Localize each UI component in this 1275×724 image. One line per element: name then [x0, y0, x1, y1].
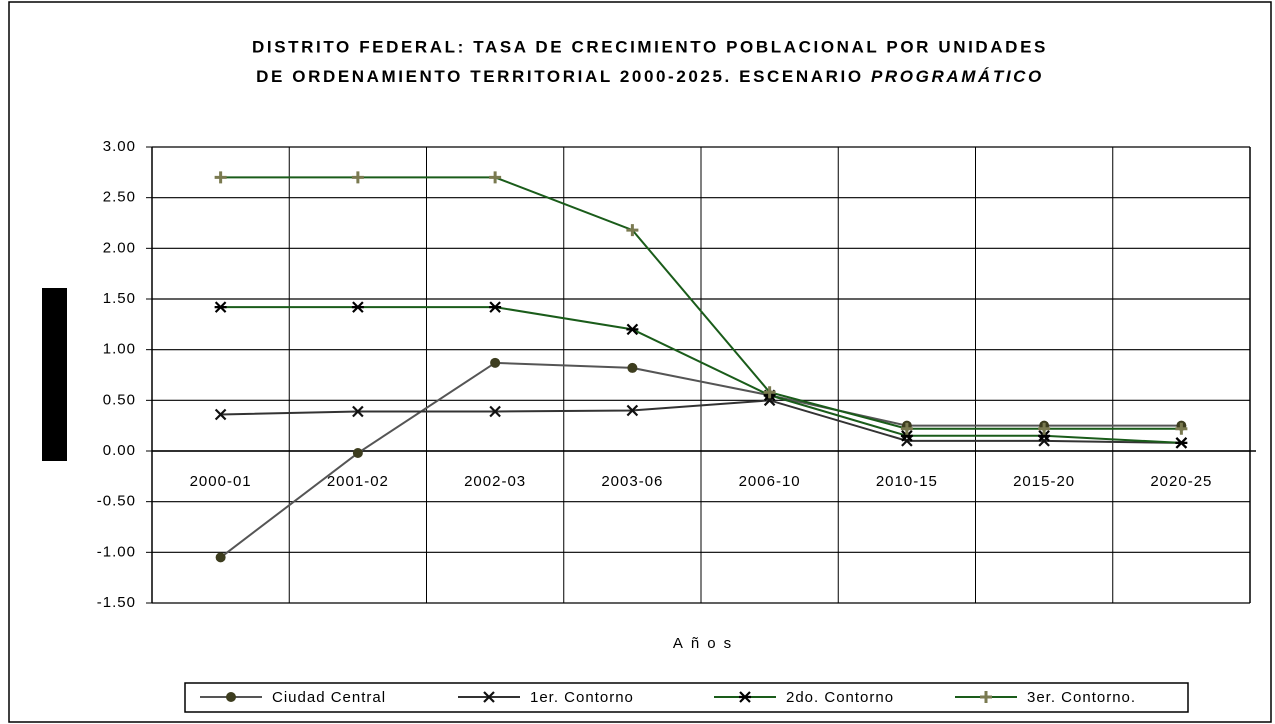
- y-tick-label: 2.50: [103, 189, 136, 206]
- marker: [215, 552, 226, 563]
- marker: [1038, 422, 1051, 435]
- chart-title: DISTRITO FEDERAL: TASA DE CRECIMIENTO PO…: [252, 37, 1048, 56]
- y-tick-label: -1.00: [97, 543, 136, 560]
- marker: [489, 301, 502, 313]
- marker: [352, 448, 363, 459]
- x-tick-label: 2015-20: [1013, 473, 1075, 490]
- marker: [900, 430, 913, 442]
- y-tick-label: 2.00: [103, 239, 136, 256]
- y-tick-label: 0.00: [103, 442, 136, 459]
- series-line: [220, 399, 1182, 444]
- marker: [901, 435, 913, 447]
- y-tick-label: 3.00: [103, 138, 136, 155]
- y-tick-label: 1.00: [103, 341, 136, 358]
- y-tick-label: 1.50: [103, 290, 136, 307]
- marker: [352, 405, 364, 418]
- marker: [626, 224, 639, 237]
- x-axis-title: Años: [673, 635, 739, 652]
- x-tick-label: 2003-06: [601, 473, 663, 490]
- series-line: [220, 361, 1182, 559]
- marker: [489, 405, 501, 418]
- legend-marker: [226, 692, 236, 702]
- legend-label: Ciudad Central: [272, 689, 386, 706]
- x-tick-label: 2002-03: [464, 473, 526, 490]
- legend-label: 2do. Contorno: [786, 689, 894, 706]
- marker: [214, 301, 227, 313]
- series-line: [220, 306, 1182, 444]
- marker: [214, 408, 227, 421]
- marker: [351, 301, 364, 313]
- x-tick-label: 2006-10: [739, 473, 801, 490]
- marker: [763, 394, 776, 407]
- marker: [214, 171, 227, 184]
- marker: [626, 404, 639, 417]
- chart-title: DE ORDENAMIENTO TERRITORIAL 2000-2025. E…: [256, 67, 864, 86]
- marker: [1175, 437, 1188, 449]
- marker: [351, 171, 364, 184]
- x-tick-label: 2020-25: [1150, 473, 1212, 490]
- y-tick-label: 0.50: [103, 391, 136, 408]
- marker: [1038, 435, 1050, 447]
- marker: [763, 386, 776, 399]
- x-tick-label: 2010-15: [876, 473, 938, 490]
- legend-marker: [483, 691, 495, 703]
- redacted-axis-label: [42, 288, 67, 461]
- legend-label: 3er. Contorno.: [1027, 689, 1136, 706]
- legend-marker: [980, 691, 992, 703]
- legend-label: 1er. Contorno: [530, 689, 634, 706]
- marker: [489, 171, 502, 184]
- frame: [8, 1, 1272, 723]
- x-tick-label: 2001-02: [327, 473, 389, 490]
- marker: [900, 422, 913, 435]
- x-tick-label: 2000-01: [190, 473, 252, 490]
- marker: [1038, 430, 1051, 442]
- series-line: [220, 176, 1182, 430]
- chart-title-emphasis: PROGRAMÁTICO: [871, 67, 1044, 86]
- y-tick-label: -0.50: [97, 493, 136, 510]
- legend: [184, 682, 1189, 713]
- y-tick-label: -1.50: [97, 594, 136, 611]
- marker: [627, 362, 638, 373]
- marker: [626, 323, 639, 336]
- marker: [1175, 422, 1188, 435]
- legend-marker: [739, 691, 751, 703]
- chart-title: DE ORDENAMIENTO TERRITORIAL 2000-2025. E…: [256, 67, 1044, 86]
- marker: [490, 357, 501, 368]
